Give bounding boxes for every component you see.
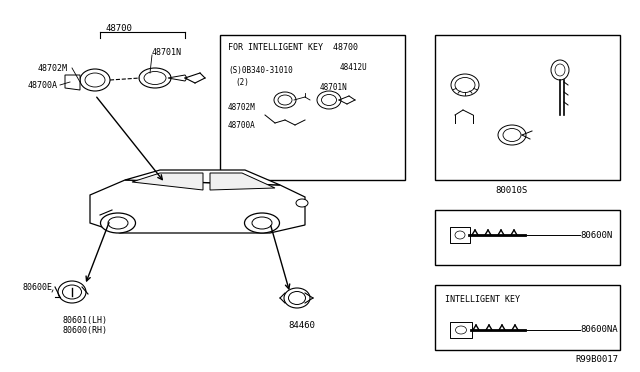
Ellipse shape <box>58 281 86 303</box>
Polygon shape <box>210 173 275 190</box>
Ellipse shape <box>63 285 81 299</box>
Text: 80601(LH): 80601(LH) <box>62 315 107 324</box>
Text: 80010S: 80010S <box>495 186 527 195</box>
Text: 48702M: 48702M <box>228 103 256 112</box>
Polygon shape <box>132 173 203 190</box>
Ellipse shape <box>321 94 337 106</box>
Text: (S)0B340-31010: (S)0B340-31010 <box>228 65 292 74</box>
Ellipse shape <box>503 128 521 141</box>
Ellipse shape <box>85 73 105 87</box>
Polygon shape <box>65 75 80 90</box>
Bar <box>435 35 620 180</box>
Ellipse shape <box>555 64 565 76</box>
Ellipse shape <box>284 288 310 308</box>
Text: INTELLIGENT KEY: INTELLIGENT KEY <box>445 295 520 305</box>
Ellipse shape <box>144 71 166 84</box>
Bar <box>220 35 405 180</box>
Text: 48412U: 48412U <box>340 62 368 71</box>
Ellipse shape <box>498 125 526 145</box>
Text: 48701N: 48701N <box>152 48 182 57</box>
Ellipse shape <box>244 213 280 233</box>
Ellipse shape <box>455 77 475 93</box>
Polygon shape <box>125 170 280 185</box>
Ellipse shape <box>296 199 308 207</box>
Ellipse shape <box>451 74 479 96</box>
Ellipse shape <box>456 326 467 334</box>
Ellipse shape <box>252 217 272 229</box>
Ellipse shape <box>108 217 128 229</box>
Text: R99B0017: R99B0017 <box>575 356 618 365</box>
Bar <box>435 210 620 265</box>
Text: 80600E: 80600E <box>22 283 52 292</box>
Ellipse shape <box>80 69 110 91</box>
Polygon shape <box>168 75 187 81</box>
Bar <box>450 227 470 243</box>
Ellipse shape <box>551 60 569 80</box>
Ellipse shape <box>139 68 171 88</box>
Ellipse shape <box>274 92 296 108</box>
Text: 80600N: 80600N <box>580 231 612 240</box>
Text: 48700A: 48700A <box>28 80 58 90</box>
Text: (2): (2) <box>235 77 249 87</box>
Bar <box>435 285 620 350</box>
Ellipse shape <box>278 95 292 105</box>
Ellipse shape <box>289 292 305 305</box>
Text: 84460: 84460 <box>288 321 315 330</box>
Text: 80600(RH): 80600(RH) <box>62 326 107 334</box>
Text: 48701N: 48701N <box>320 83 348 92</box>
Bar <box>450 322 472 338</box>
Ellipse shape <box>317 91 341 109</box>
Text: 80600NA: 80600NA <box>580 326 618 334</box>
Ellipse shape <box>100 213 136 233</box>
Text: 48700A: 48700A <box>228 121 256 129</box>
Text: 48700: 48700 <box>105 23 132 32</box>
Text: FOR INTELLIGENT KEY  48700: FOR INTELLIGENT KEY 48700 <box>228 42 358 51</box>
Polygon shape <box>90 180 305 233</box>
Ellipse shape <box>455 231 465 239</box>
Text: 48702M: 48702M <box>38 64 68 73</box>
